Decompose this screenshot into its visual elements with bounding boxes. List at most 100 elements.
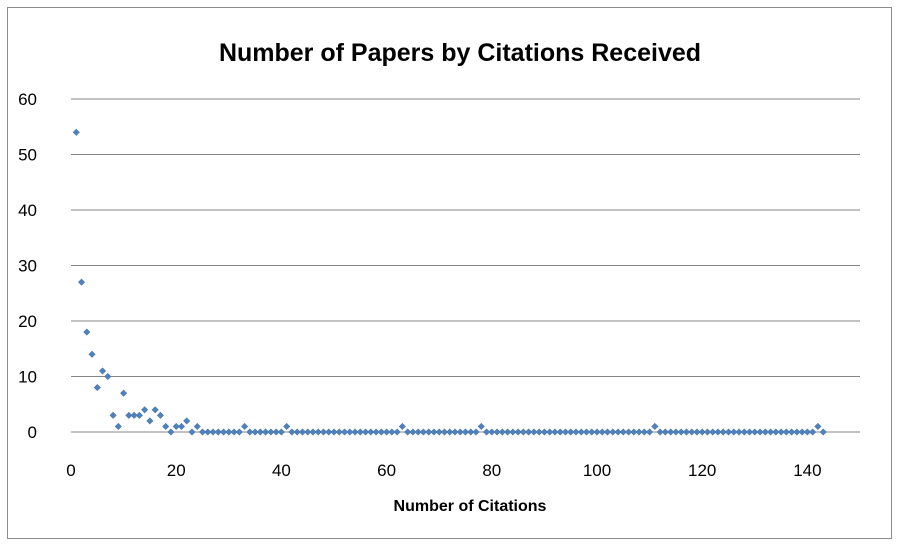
y-tick-label: 60 bbox=[18, 90, 37, 109]
data-point bbox=[404, 428, 412, 436]
data-point bbox=[293, 428, 301, 436]
data-point bbox=[377, 428, 385, 436]
data-point bbox=[693, 428, 701, 436]
data-point bbox=[456, 428, 464, 436]
scatter-chart: Number of Papers by Citations Received 0… bbox=[18, 39, 860, 515]
data-point bbox=[782, 428, 790, 436]
data-point bbox=[356, 428, 364, 436]
data-point bbox=[788, 428, 796, 436]
data-point bbox=[593, 428, 601, 436]
data-point bbox=[440, 428, 449, 436]
data-point bbox=[698, 428, 706, 436]
data-point bbox=[503, 428, 512, 436]
data-point bbox=[546, 428, 554, 436]
data-point bbox=[766, 428, 775, 436]
x-tick-label: 120 bbox=[688, 461, 716, 480]
y-tick-label: 0 bbox=[28, 423, 37, 442]
data-point bbox=[219, 428, 228, 436]
data-point bbox=[251, 428, 259, 436]
data-point bbox=[346, 428, 354, 436]
y-tick-label: 50 bbox=[18, 146, 37, 165]
data-point bbox=[393, 428, 401, 436]
y-axis-tick-labels: 0 10 20 30 40 50 60 bbox=[18, 90, 37, 442]
data-point bbox=[167, 428, 175, 436]
data-point bbox=[88, 350, 96, 358]
data-point bbox=[240, 422, 249, 431]
data-point bbox=[598, 428, 606, 436]
data-point bbox=[256, 428, 264, 436]
chart-area: Number of Papers by Citations Received 0… bbox=[7, 7, 892, 539]
data-point bbox=[288, 428, 296, 436]
x-tick-label: 60 bbox=[377, 461, 396, 480]
data-point bbox=[209, 428, 217, 436]
data-point bbox=[451, 428, 459, 436]
data-point bbox=[177, 422, 186, 431]
data-point bbox=[735, 428, 743, 436]
data-point bbox=[614, 428, 622, 436]
data-point bbox=[225, 428, 233, 436]
data-point bbox=[193, 422, 201, 431]
data-point bbox=[77, 278, 86, 286]
data-point bbox=[793, 428, 801, 436]
data-point bbox=[556, 428, 564, 436]
data-point bbox=[814, 422, 822, 431]
data-point bbox=[493, 428, 501, 436]
chart-title: Number of Papers by Citations Received bbox=[219, 39, 701, 67]
data-point bbox=[603, 428, 612, 436]
x-tick-label: 40 bbox=[272, 461, 291, 480]
data-point bbox=[120, 389, 128, 397]
data-point bbox=[383, 428, 391, 436]
data-point bbox=[530, 428, 538, 436]
x-tick-label: 80 bbox=[482, 461, 501, 480]
data-point bbox=[409, 428, 417, 436]
data-point bbox=[319, 428, 328, 436]
data-point bbox=[104, 372, 112, 381]
data-point bbox=[172, 422, 180, 431]
data-point bbox=[761, 428, 769, 436]
data-point bbox=[688, 428, 696, 436]
data-point bbox=[709, 428, 717, 436]
x-tick-label: 100 bbox=[583, 461, 611, 480]
y-tick-label: 10 bbox=[18, 368, 37, 387]
data-point bbox=[540, 428, 548, 436]
data-point bbox=[751, 428, 759, 436]
data-points bbox=[72, 128, 827, 436]
data-point bbox=[567, 428, 575, 436]
data-point bbox=[109, 411, 117, 419]
data-point bbox=[772, 428, 780, 436]
data-point bbox=[398, 422, 406, 431]
data-point bbox=[314, 428, 322, 436]
data-point bbox=[467, 428, 475, 436]
data-point bbox=[819, 428, 827, 436]
data-point bbox=[719, 428, 727, 436]
data-point bbox=[703, 428, 712, 436]
data-point bbox=[98, 367, 107, 375]
data-point bbox=[672, 428, 680, 436]
data-point bbox=[388, 428, 396, 436]
y-tick-label: 40 bbox=[18, 201, 37, 220]
data-point bbox=[135, 411, 143, 419]
data-point bbox=[509, 428, 517, 436]
data-point bbox=[630, 428, 638, 436]
data-point bbox=[304, 428, 312, 436]
data-point bbox=[214, 428, 222, 436]
data-point bbox=[724, 428, 733, 436]
data-point bbox=[619, 428, 627, 436]
data-point bbox=[335, 428, 343, 436]
data-point bbox=[667, 428, 675, 436]
data-point bbox=[656, 428, 664, 436]
data-point bbox=[472, 428, 480, 436]
x-axis-tick-labels: 0 20 40 60 80 100 120 140 bbox=[66, 461, 821, 480]
data-point bbox=[514, 428, 522, 436]
data-point bbox=[624, 428, 633, 436]
data-point bbox=[351, 428, 359, 436]
data-point bbox=[162, 422, 170, 431]
data-point bbox=[488, 428, 496, 436]
data-point bbox=[230, 428, 238, 436]
data-point bbox=[130, 411, 138, 419]
data-point bbox=[151, 406, 159, 414]
data-point bbox=[372, 428, 380, 436]
data-point bbox=[272, 428, 280, 436]
data-point bbox=[803, 428, 811, 436]
data-point bbox=[198, 428, 207, 436]
